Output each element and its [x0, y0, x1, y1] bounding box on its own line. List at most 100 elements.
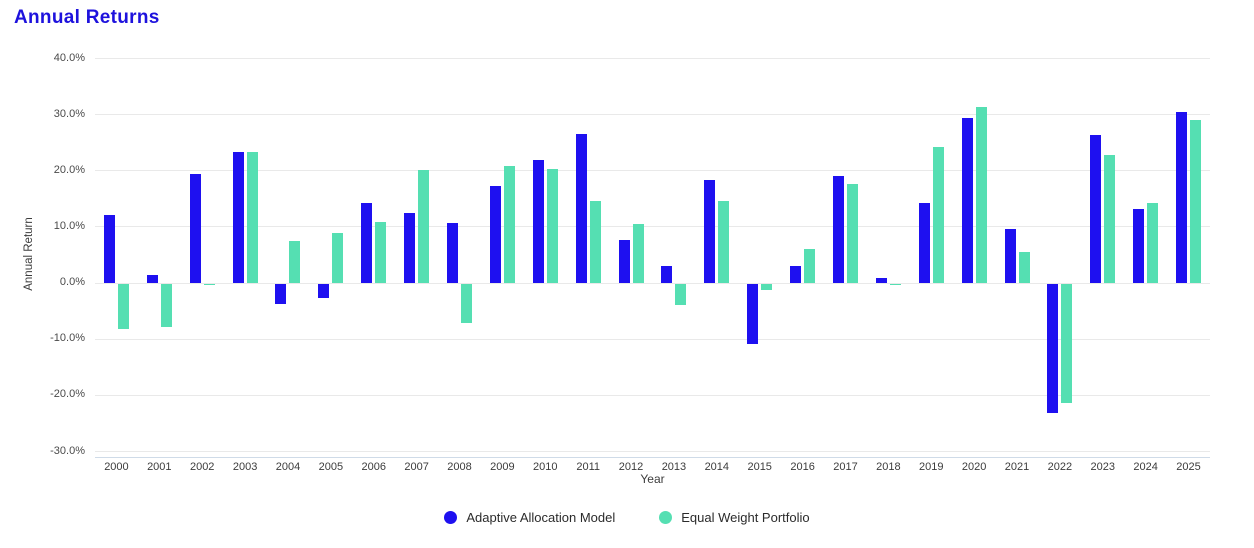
bar-2003-adaptive-allocation-model[interactable]: [232, 152, 244, 283]
legend-item-adaptive-allocation-model[interactable]: Adaptive Allocation Model: [444, 510, 615, 525]
bar-2023-equal-weight-portfolio[interactable]: [1104, 154, 1116, 283]
x-tick-label-2007: 2007: [404, 461, 429, 473]
x-tick-label-2008: 2008: [447, 461, 472, 473]
bar-2020-equal-weight-portfolio[interactable]: [975, 107, 987, 283]
bar-2014-adaptive-allocation-model[interactable]: [704, 179, 716, 283]
bar-2015-equal-weight-portfolio[interactable]: [761, 283, 773, 290]
bar-2023-adaptive-allocation-model[interactable]: [1090, 135, 1102, 283]
gridline-0: [95, 282, 1210, 284]
x-tick-label-2017: 2017: [833, 461, 858, 473]
gridline-40: [95, 58, 1210, 59]
bar-2009-adaptive-allocation-model[interactable]: [489, 186, 501, 283]
x-axis-line: [95, 457, 1210, 458]
gridline-10: [95, 226, 1210, 228]
y-tick-label: 40.0%: [53, 51, 85, 64]
x-tick-label-2020: 2020: [961, 461, 987, 473]
bar-2014-equal-weight-portfolio[interactable]: [718, 201, 730, 283]
chart-title: Annual Returns: [14, 7, 160, 28]
x-tick-label-2016: 2016: [790, 461, 815, 473]
x-axis-title: Year: [640, 472, 665, 486]
bar-2004-adaptive-allocation-model[interactable]: [275, 283, 287, 304]
bar-2009-equal-weight-portfolio[interactable]: [503, 165, 515, 283]
x-tick-label-2009: 2009: [490, 461, 515, 473]
y-axis-title: Annual Return: [23, 217, 35, 291]
bar-2010-equal-weight-portfolio[interactable]: [546, 168, 558, 283]
bar-2005-equal-weight-portfolio[interactable]: [332, 232, 344, 283]
gridline--30: [95, 451, 1210, 452]
bar-2006-adaptive-allocation-model[interactable]: [361, 203, 373, 283]
x-tick-label-2013: 2013: [661, 461, 687, 473]
bar-2007-adaptive-allocation-model[interactable]: [404, 212, 416, 283]
bar-2020-adaptive-allocation-model[interactable]: [961, 117, 973, 283]
gridline-20: [95, 170, 1210, 172]
bar-2010-adaptive-allocation-model[interactable]: [532, 160, 544, 283]
bar-2025-equal-weight-portfolio[interactable]: [1190, 120, 1202, 283]
gridline-30: [95, 114, 1210, 116]
bar-2001-equal-weight-portfolio[interactable]: [160, 283, 172, 327]
x-tick-label-2010: 2010: [533, 461, 558, 473]
x-tick-label-2015: 2015: [747, 461, 772, 473]
y-tick-label: -30.0%: [50, 444, 85, 457]
bar-2025-adaptive-allocation-model[interactable]: [1176, 112, 1188, 283]
bar-2017-equal-weight-portfolio[interactable]: [846, 183, 858, 283]
x-tick-label-2023: 2023: [1090, 461, 1116, 473]
x-tick-label-2024: 2024: [1133, 461, 1158, 473]
bar-2013-adaptive-allocation-model[interactable]: [661, 266, 673, 283]
bar-2019-adaptive-allocation-model[interactable]: [918, 202, 930, 283]
bar-2003-equal-weight-portfolio[interactable]: [246, 152, 258, 283]
x-tick-label-2003: 2003: [232, 461, 258, 473]
legend-label: Adaptive Allocation Model: [466, 510, 616, 525]
bar-2000-adaptive-allocation-model[interactable]: [103, 215, 115, 283]
y-tick-label: 30.0%: [53, 107, 85, 120]
bar-2012-adaptive-allocation-model[interactable]: [618, 239, 630, 283]
bar-2011-equal-weight-portfolio[interactable]: [589, 200, 601, 283]
bar-2018-adaptive-allocation-model[interactable]: [875, 278, 887, 283]
bar-2021-adaptive-allocation-model[interactable]: [1004, 229, 1016, 283]
bar-2004-equal-weight-portfolio[interactable]: [289, 241, 301, 283]
x-tick-label-2001: 2001: [147, 461, 172, 473]
bar-2012-equal-weight-portfolio[interactable]: [632, 223, 644, 283]
bar-2013-equal-weight-portfolio[interactable]: [675, 283, 687, 305]
legend-item-equal-weight-portfolio[interactable]: Equal Weight Portfolio: [659, 510, 810, 525]
x-tick-label-2011: 2011: [576, 461, 600, 473]
y-tick-label: 0.0%: [59, 276, 85, 289]
y-tick-label: -10.0%: [50, 332, 85, 345]
x-tick-label-2021: 2021: [1004, 461, 1030, 473]
x-tick-label-2000: 2000: [104, 461, 129, 473]
x-tick-label-2005: 2005: [318, 461, 344, 473]
y-tick-label: 20.0%: [53, 163, 85, 176]
bar-2002-adaptive-allocation-model[interactable]: [189, 174, 201, 283]
bar-2016-equal-weight-portfolio[interactable]: [804, 248, 816, 283]
legend-dot-icon: [659, 511, 673, 524]
x-tick-label-2006: 2006: [361, 461, 386, 473]
x-tick-label-2004: 2004: [275, 461, 301, 473]
bar-2000-equal-weight-portfolio[interactable]: [117, 283, 129, 330]
x-tick-label-2022: 2022: [1047, 461, 1073, 473]
bar-2006-equal-weight-portfolio[interactable]: [375, 222, 387, 283]
legend-dot-icon: [444, 511, 458, 524]
bar-2002-equal-weight-portfolio[interactable]: [203, 283, 215, 286]
bar-2007-equal-weight-portfolio[interactable]: [418, 169, 430, 283]
bar-2024-adaptive-allocation-model[interactable]: [1133, 209, 1145, 283]
x-tick-label-2018: 2018: [876, 461, 901, 473]
bar-2018-equal-weight-portfolio[interactable]: [889, 283, 901, 285]
bar-2022-equal-weight-portfolio[interactable]: [1061, 283, 1073, 403]
y-tick-label: -20.0%: [50, 388, 85, 401]
bar-2001-adaptive-allocation-model[interactable]: [146, 275, 158, 283]
legend-label: Equal Weight Portfolio: [681, 510, 810, 525]
bar-2005-adaptive-allocation-model[interactable]: [318, 283, 330, 298]
bar-2008-adaptive-allocation-model[interactable]: [447, 223, 459, 283]
x-tick-label-2012: 2012: [618, 461, 644, 473]
bar-2017-adaptive-allocation-model[interactable]: [832, 175, 844, 283]
bar-2015-adaptive-allocation-model[interactable]: [747, 283, 759, 344]
gridline--10: [95, 338, 1210, 340]
bar-2022-adaptive-allocation-model[interactable]: [1047, 283, 1059, 414]
bar-2008-equal-weight-portfolio[interactable]: [461, 283, 473, 324]
bar-2021-equal-weight-portfolio[interactable]: [1018, 251, 1030, 283]
bar-2016-adaptive-allocation-model[interactable]: [790, 266, 802, 283]
bar-2011-adaptive-allocation-model[interactable]: [575, 133, 587, 283]
x-tick-label-2014: 2014: [704, 461, 730, 473]
bar-2024-equal-weight-portfolio[interactable]: [1147, 202, 1159, 283]
y-tick-label: 10.0%: [53, 219, 85, 232]
bar-2019-equal-weight-portfolio[interactable]: [932, 147, 944, 283]
